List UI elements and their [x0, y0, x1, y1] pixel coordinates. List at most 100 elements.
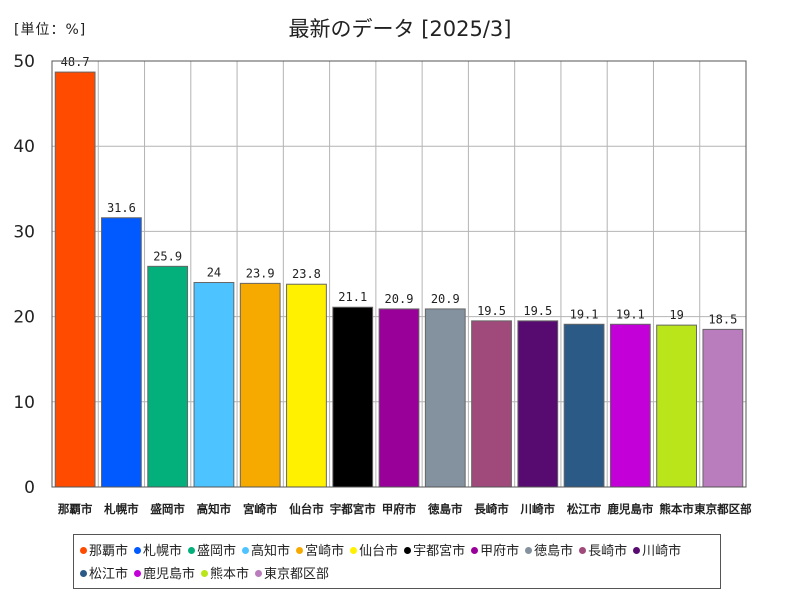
category-label: 仙台市: [289, 502, 324, 516]
legend-item: 長崎市: [579, 541, 627, 563]
legend-label: 徳島市: [534, 544, 574, 559]
value-label: 19.1: [616, 307, 645, 321]
bar: [517, 320, 559, 488]
value-label: 21.1: [338, 290, 367, 304]
plot-frame: [51, 60, 747, 488]
value-label: 19.5: [523, 304, 552, 318]
legend-dot-icon: [255, 570, 263, 577]
legend-dot-icon: [579, 547, 587, 554]
legend-dot-icon: [525, 547, 533, 554]
unit-label: [単位：%]: [14, 22, 87, 38]
value-label: 23.8: [292, 267, 321, 281]
value-label: 31.6: [107, 201, 136, 215]
legend-item: 宮崎市: [296, 541, 344, 563]
y-tick-label: 40: [13, 137, 35, 157]
category-label: 長崎市: [474, 502, 509, 516]
legend-item: 松江市: [80, 564, 128, 586]
category-label: 川崎市: [520, 502, 556, 516]
category-label: 那覇市: [58, 502, 93, 516]
category-label: 鹿児島市: [607, 502, 653, 516]
category-label: 高知市: [197, 502, 232, 516]
legend: 那覇市 札幌市 盛岡市 高知市 宮崎市 仙台市 宇都宮市 甲府市 徳島市 長崎市 川崎市松江市 鹿児島…: [73, 534, 721, 589]
bar: [101, 217, 142, 488]
legend-dot-icon: [134, 547, 142, 554]
bar: [471, 320, 512, 488]
legend-item: 徳島市: [525, 541, 573, 563]
value-label: 20.9: [431, 292, 460, 306]
legend-label: 宇都宮市: [413, 544, 466, 559]
legend-label: 那覇市: [89, 544, 129, 559]
legend-dot-icon: [242, 547, 250, 554]
legend-label: 仙台市: [359, 544, 399, 559]
legend-dot-icon: [80, 547, 87, 554]
legend-item: 熊本市: [201, 564, 249, 586]
legend-item: 甲府市: [471, 541, 519, 563]
legend-item: 那覇市: [80, 541, 128, 563]
legend-label: 宮崎市: [305, 544, 345, 559]
y-tick-label: 10: [13, 393, 35, 413]
bar: [286, 283, 327, 488]
y-tick-label: 50: [13, 52, 35, 72]
legend-dot-icon: [134, 570, 142, 577]
category-label: 札幌市: [103, 502, 139, 516]
value-label: 19.5: [477, 304, 506, 318]
legend-dot-icon: [404, 547, 412, 554]
legend-dot-icon: [471, 547, 479, 554]
y-tick-label: 30: [13, 222, 35, 242]
y-tick-label: 0: [24, 478, 35, 498]
legend-item: 盛岡市: [188, 541, 236, 563]
bar: [656, 324, 697, 488]
category-label: 甲府市: [382, 502, 417, 516]
bar: [239, 282, 281, 488]
legend-item: 鹿児島市: [134, 564, 195, 586]
legend-item: 仙台市: [350, 541, 398, 563]
legend-dot-icon: [350, 547, 358, 554]
category-label: 宮崎市: [243, 502, 278, 516]
y-tick-label: 20: [13, 308, 35, 328]
legend-dot-icon: [633, 547, 641, 554]
value-label: 20.9: [385, 292, 414, 306]
category-label: 松江市: [567, 502, 602, 516]
category-label: 宇都宮市: [330, 502, 376, 516]
value-label: 19: [669, 308, 683, 322]
value-label: 24: [207, 266, 221, 280]
legend-label: 鹿児島市: [143, 567, 196, 582]
bar: [332, 306, 374, 488]
legend-dot-icon: [80, 570, 87, 577]
legend-label: 札幌市: [143, 544, 183, 559]
legend-label: 盛岡市: [197, 544, 237, 559]
category-label: 徳島市: [427, 502, 463, 516]
legend-label: 松江市: [89, 567, 129, 582]
legend-item: 東京都区部: [255, 564, 329, 586]
chart-title: 最新のデータ [2025/3]: [288, 17, 512, 41]
bar: [193, 282, 235, 488]
category-label: 熊本市: [659, 502, 694, 516]
legend-label: 高知市: [251, 544, 291, 559]
value-label: 48.7: [61, 55, 90, 69]
legend-dot-icon: [201, 570, 209, 577]
bar: [563, 323, 605, 488]
legend-item: 宇都宮市: [404, 541, 465, 563]
bar: [424, 308, 466, 488]
bar: [54, 71, 96, 488]
category-label: 東京都区部: [694, 502, 752, 516]
legend-dot-icon: [188, 547, 196, 554]
bar: [147, 265, 189, 488]
legend-item: 札幌市: [134, 541, 182, 563]
bar: [702, 328, 744, 488]
legend-item: 川崎市: [633, 541, 681, 563]
value-label: 23.9: [246, 266, 275, 280]
legend-label: 東京都区部: [264, 567, 330, 582]
legend-label: 長崎市: [588, 544, 628, 559]
legend-label: 熊本市: [210, 567, 250, 582]
category-label: 盛岡市: [150, 502, 185, 516]
legend-item: 高知市: [242, 541, 290, 563]
value-label: 18.5: [708, 312, 737, 326]
bar: [609, 323, 651, 488]
legend-dot-icon: [296, 547, 304, 554]
legend-label: 川崎市: [642, 544, 682, 559]
bar-chart: 0 10 20 30 40 50 48.7 那覇市 31.6 札幌市 25.9 盛岡市 24 高知市 23.…: [13, 52, 752, 516]
value-label: 25.9: [153, 249, 182, 263]
legend-label: 甲府市: [480, 544, 520, 559]
bar: [378, 308, 420, 488]
